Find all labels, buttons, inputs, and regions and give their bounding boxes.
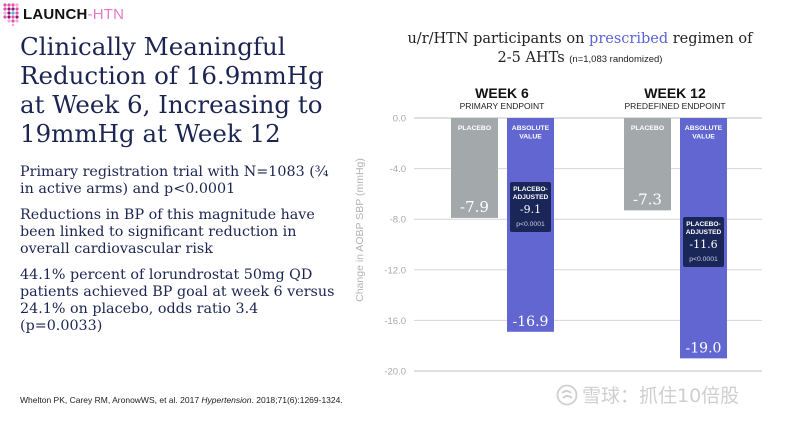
- citation: Whelton PK, Carey RM, AronowWS, et al. 2…: [20, 395, 343, 405]
- y-tick-label: -8.0: [390, 215, 406, 226]
- key-point: Primary registration trial with N=1083 (…: [20, 164, 329, 197]
- y-tick-label: -16.0: [384, 316, 406, 327]
- watermark-text: 雪球：抓住10倍股: [582, 385, 740, 407]
- bar-series-label: PLACEBO: [458, 125, 491, 132]
- chart-title-part1: u/r/HTN participants on: [407, 31, 590, 47]
- annotation-title: ADJUSTED: [513, 194, 549, 201]
- key-point: Reductions in BP of this magnitude have …: [20, 207, 315, 257]
- y-tick-label: -20.0: [384, 367, 406, 378]
- bar-series-label: ABSOLUTE: [685, 125, 723, 132]
- annotation-p-value: p<0.0001: [516, 221, 545, 228]
- logo-brand: LAUNCH: [23, 5, 88, 23]
- bar-value-label: -19.0: [686, 340, 722, 356]
- key-point: 44.1% percent of lorundrostat 50mg QD pa…: [20, 267, 335, 334]
- annotation-value: -9.1: [520, 203, 541, 216]
- bar-value-label: -7.9: [460, 198, 489, 216]
- group-label: WEEK 6: [475, 85, 529, 101]
- chart-title-note: (n=1,083 randomized): [569, 54, 663, 65]
- logo-suffix: -HTN: [87, 5, 125, 23]
- bar-value-label: -7.3: [633, 190, 662, 208]
- chart-title: u/r/HTN participants on prescribed regim…: [380, 30, 780, 69]
- y-tick-label: -12.0: [384, 265, 406, 276]
- dot-grid-logo-icon: [3, 3, 19, 26]
- y-tick-label: -4.0: [390, 164, 406, 175]
- citation-journal: Hypertension: [201, 395, 252, 405]
- y-tick-label: 0.0: [393, 114, 406, 125]
- bar-placebo: [624, 118, 671, 211]
- launch-htn-logo: LAUNCH-HTN: [2, 2, 124, 26]
- placebo-adjusted-box: [683, 217, 724, 267]
- key-points: Primary registration trial with N=1083 (…: [20, 164, 340, 344]
- group-header-week-12: WEEK 12 PREDEFINED ENDPOINT: [595, 85, 755, 112]
- chart-title-line2: 2-5 AHTs: [497, 50, 570, 66]
- bar-value-label: -16.9: [513, 314, 549, 330]
- placebo-adjusted-box: [510, 182, 551, 232]
- annotation-title: PLACEBO-: [513, 186, 547, 193]
- annotation-title: ADJUSTED: [686, 229, 722, 236]
- bar-series-label: ABSOLUTE: [512, 125, 550, 132]
- logo-text: LAUNCH-HTN: [23, 6, 124, 23]
- bar-placebo: [451, 118, 498, 218]
- citation-details: . 2018;71(6):1269-1324.: [251, 395, 343, 405]
- group-header-week-6: WEEK 6 PRIMARY ENDPOINT: [422, 85, 582, 112]
- annotation-value: -11.6: [689, 238, 717, 251]
- group-sublabel: PRIMARY ENDPOINT: [459, 101, 545, 111]
- group-sublabel: PREDEFINED ENDPOINT: [624, 101, 726, 111]
- annotation-title: PLACEBO-: [686, 221, 720, 228]
- slide-title: Clinically Meaningful Reduction of 16.9m…: [20, 32, 324, 148]
- group-label: WEEK 12: [644, 85, 706, 101]
- bar-series-label: VALUE: [519, 134, 542, 141]
- bar-series-label: VALUE: [692, 134, 715, 141]
- citation-authors: Whelton PK, Carey RM, AronowWS, et al. 2…: [20, 395, 202, 405]
- y-axis-label: Change in AOBP SBP (mmHg): [354, 158, 366, 302]
- chart-title-highlight: prescribed: [589, 31, 669, 47]
- snowball-logo-icon: [556, 384, 578, 405]
- annotation-p-value: p<0.0001: [689, 256, 718, 263]
- chart-title-part2: regimen of: [668, 31, 753, 47]
- bar-series-label: PLACEBO: [631, 125, 664, 132]
- watermark: 雪球：抓住10倍股: [556, 381, 739, 408]
- bar-chart: Change in AOBP SBP (mmHg) 0.0 -4.0 -8.0 -12.…: [354, 114, 762, 378]
